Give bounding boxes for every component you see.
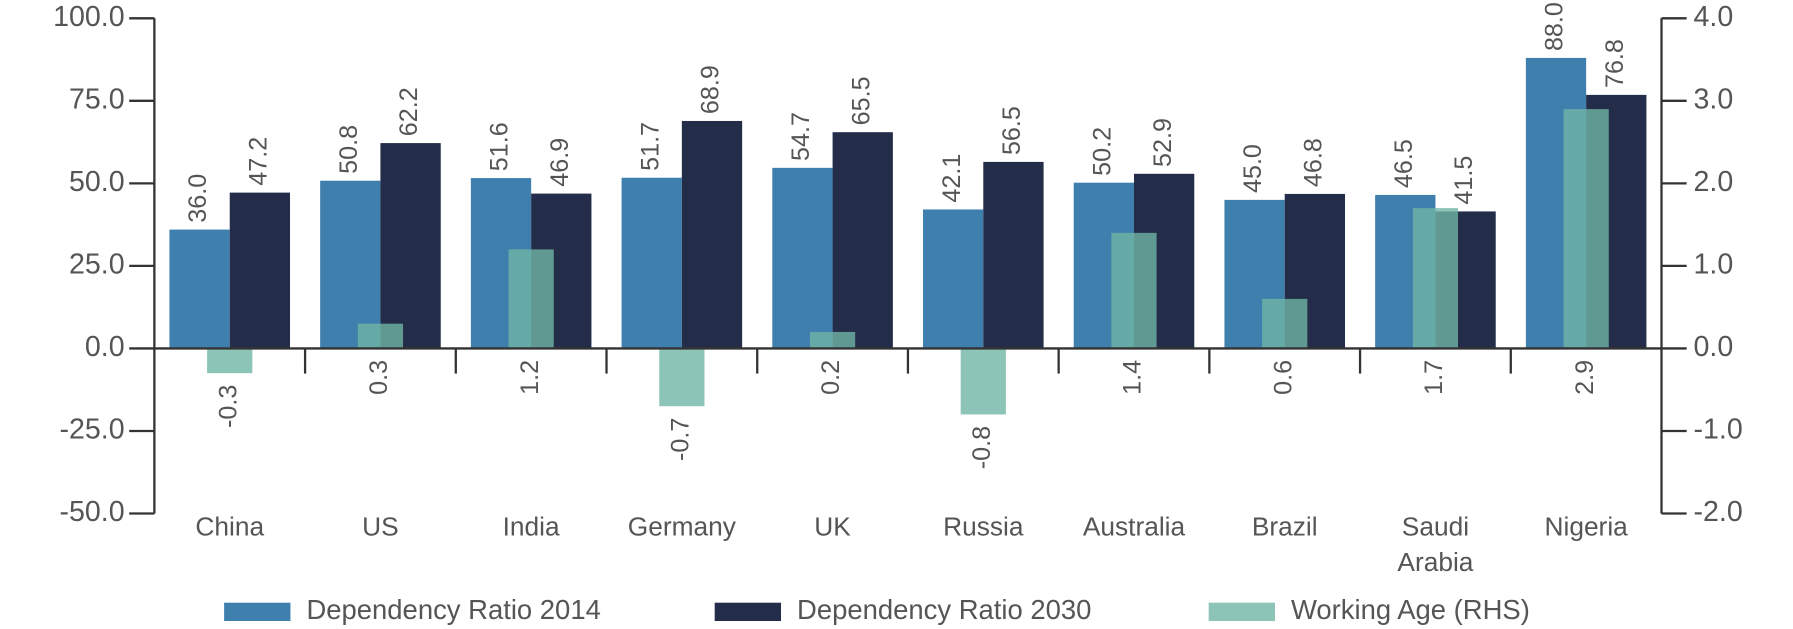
legend-swatch — [714, 602, 782, 621]
bar — [320, 180, 381, 349]
bar — [1412, 208, 1459, 349]
data-label: 45.0 — [1239, 144, 1267, 193]
bar — [772, 167, 833, 349]
data-label: 1.4 — [1119, 360, 1147, 395]
data-label: 46.9 — [546, 138, 574, 187]
bar — [357, 323, 404, 349]
data-label: 56.5 — [998, 106, 1026, 155]
bar — [960, 348, 1006, 415]
data-label: 50.8 — [335, 125, 363, 174]
y-tick-label: -25.0 — [60, 414, 125, 446]
y-tick-label: -50.0 — [60, 496, 125, 528]
y2-tick-label: 2.0 — [1694, 166, 1734, 198]
bar — [923, 209, 984, 349]
y2-tick-label: 3.0 — [1694, 83, 1734, 115]
data-label: 52.9 — [1149, 118, 1177, 167]
legend-label: Dependency Ratio 2014 — [306, 594, 600, 625]
data-label: 0.3 — [365, 360, 393, 395]
data-label: 62.2 — [395, 87, 423, 136]
x-tick-label: China — [195, 511, 264, 541]
data-label: 2.9 — [1571, 360, 1599, 395]
x-tick-label: India — [503, 511, 560, 541]
bar — [681, 120, 743, 349]
data-label: 36.0 — [184, 174, 212, 223]
bar — [380, 143, 441, 349]
data-label: 50.2 — [1089, 127, 1117, 176]
y2-tick-label: -2.0 — [1694, 496, 1743, 528]
bar — [1111, 232, 1157, 349]
x-tick-label: US — [362, 511, 399, 541]
data-label: -0.7 — [667, 418, 695, 461]
y-tick-label: 0.0 — [85, 331, 125, 363]
data-label: 0.2 — [817, 360, 845, 395]
y2-tick-label: 4.0 — [1694, 1, 1734, 33]
bar — [1262, 298, 1308, 349]
bar — [207, 348, 253, 374]
x-tick-label: Saudi Arabia — [1397, 511, 1473, 576]
data-label: 1.2 — [516, 360, 544, 395]
data-label: 51.6 — [486, 122, 514, 171]
data-label: 88.0 — [1541, 2, 1569, 51]
x-tick-label: Germany — [628, 511, 737, 541]
bar — [229, 192, 291, 349]
data-label: 1.7 — [1420, 360, 1448, 395]
y-tick-label: 100.0 — [53, 1, 125, 33]
data-label: 68.9 — [697, 65, 725, 114]
y-tick-label: 25.0 — [69, 248, 125, 280]
y2-tick-label: 0.0 — [1694, 331, 1734, 363]
data-label: 51.7 — [636, 122, 664, 171]
x-tick-label: Brazil — [1252, 511, 1318, 541]
data-label: 46.5 — [1390, 139, 1418, 188]
legend-label: Working Age (RHS) — [1291, 594, 1530, 625]
x-tick-label: Australia — [1083, 511, 1186, 541]
legend-swatch — [224, 602, 291, 621]
x-tick-label: UK — [814, 511, 851, 541]
data-label: 47.2 — [245, 137, 273, 186]
data-label: -0.3 — [214, 385, 242, 428]
data-label: 65.5 — [847, 76, 875, 125]
legend-swatch — [1208, 602, 1275, 621]
data-label: 46.8 — [1300, 138, 1328, 187]
bar — [832, 132, 893, 349]
bar — [621, 177, 682, 349]
data-label: 0.6 — [1269, 360, 1297, 395]
bar — [1563, 109, 1609, 349]
bar — [809, 331, 856, 349]
y-tick-label: 50.0 — [69, 166, 125, 198]
y-tick-label: 75.0 — [69, 83, 125, 115]
data-label: -0.8 — [968, 426, 996, 469]
y2-tick-label: 1.0 — [1694, 248, 1734, 280]
x-tick-label: Russia — [943, 511, 1024, 541]
data-label: 41.5 — [1450, 156, 1478, 205]
bar — [169, 229, 230, 349]
x-tick-label: Nigeria — [1544, 511, 1628, 541]
data-label: 42.1 — [938, 154, 966, 203]
y2-tick-label: -1.0 — [1694, 414, 1743, 446]
bar — [508, 249, 554, 349]
data-label: 76.8 — [1601, 39, 1629, 88]
legend-label: Dependency Ratio 2030 — [797, 594, 1091, 625]
bar — [983, 161, 1044, 349]
bar — [659, 348, 705, 407]
data-label: 54.7 — [787, 112, 815, 161]
